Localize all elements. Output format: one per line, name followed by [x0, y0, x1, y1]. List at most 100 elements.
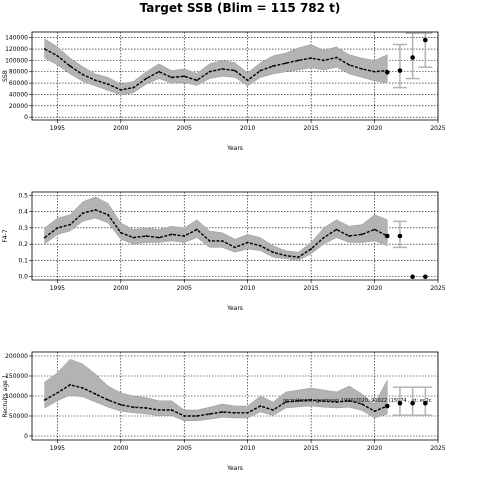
data-point — [132, 86, 135, 89]
data-point — [69, 223, 71, 226]
data-point — [43, 399, 46, 401]
data-point — [310, 399, 313, 401]
x-tick-label: 2010 — [240, 445, 255, 452]
data-point — [360, 68, 363, 70]
panel-f: 1995 2000 2005 2010 2015 2020 2025 0.0 0.1 0.2 0.3… — [2, 191, 446, 312]
data-point — [208, 70, 211, 73]
data-point — [107, 83, 110, 86]
annotation-text: recruitment: geomean 1990/2020, 90022 (1… — [283, 398, 432, 404]
data-point — [107, 213, 110, 216]
y-tick-label: 40000 — [9, 91, 28, 98]
data-point — [322, 59, 325, 62]
data-point — [119, 231, 122, 234]
x-tick-label: 2020 — [367, 125, 382, 132]
panel-recruits: recruitment: geomean 1990/2020, 90022 (1… — [2, 351, 446, 472]
x-tick-label: 2005 — [177, 445, 192, 452]
data-point — [157, 236, 160, 239]
y-tick-label: 200000 — [5, 353, 28, 360]
data-point — [132, 406, 135, 409]
x-tick-label: 2025 — [430, 125, 445, 132]
x-tick-label: 1995 — [50, 445, 65, 452]
data-point — [246, 411, 249, 414]
forecast-point — [384, 233, 390, 239]
y-tick-label: 0 — [24, 433, 28, 440]
data-point — [335, 401, 338, 403]
forecast-point — [397, 400, 403, 406]
data-point — [234, 246, 236, 249]
data-point — [284, 62, 287, 65]
y-tick-label: 60000 — [9, 80, 28, 87]
x-tick-label: 2010 — [240, 285, 255, 292]
data-point — [348, 399, 351, 402]
data-point — [322, 236, 325, 239]
forecast-point — [384, 70, 390, 75]
y-tick-label: 0.1 — [18, 257, 28, 264]
data-point — [81, 387, 84, 389]
data-point — [297, 256, 300, 259]
data-point — [69, 65, 71, 67]
data-point — [259, 244, 262, 247]
x-tick-label: 2000 — [113, 125, 128, 132]
data-point — [81, 73, 84, 76]
x-tick-label: 2020 — [367, 445, 382, 452]
x-tick-label: 2025 — [430, 285, 445, 292]
data-point — [272, 409, 274, 411]
forecast-point — [410, 274, 415, 280]
data-point — [310, 248, 313, 250]
data-point — [119, 403, 122, 406]
data-point — [259, 69, 262, 72]
y-tick-label: 50000 — [9, 413, 28, 420]
data-point — [272, 251, 274, 254]
x-tick-label: 1995 — [50, 125, 65, 132]
data-point — [56, 54, 59, 57]
data-point — [348, 235, 351, 237]
data-point — [373, 410, 376, 413]
confidence-band — [44, 196, 388, 261]
data-point — [322, 400, 325, 403]
data-point — [348, 64, 351, 66]
y-tick-label: 140000 — [5, 35, 28, 42]
data-point — [310, 57, 313, 60]
y-tick-label: 0.0 — [18, 274, 28, 281]
y-axis-label: F4-7 — [2, 229, 9, 242]
data-point — [234, 411, 236, 414]
forecast-point — [423, 274, 428, 280]
data-point — [335, 228, 338, 231]
y-tick-label: 0.5 — [18, 192, 28, 199]
data-point — [284, 254, 287, 257]
data-point — [107, 399, 110, 401]
forecast-point — [397, 233, 403, 239]
x-axis-label: Years — [226, 305, 243, 312]
forecast-point — [410, 55, 415, 60]
data-point — [221, 68, 224, 70]
plot-frame — [31, 31, 439, 121]
data-point — [132, 236, 135, 239]
data-point — [170, 233, 173, 236]
y-tick-label: 0.3 — [18, 225, 28, 232]
data-point — [297, 399, 300, 402]
series-line — [44, 384, 388, 417]
series-line — [44, 209, 388, 258]
data-point — [196, 415, 198, 417]
data-point — [297, 59, 300, 62]
x-tick-label: 2005 — [177, 125, 192, 132]
data-point — [56, 226, 59, 229]
y-tick-label: 0.4 — [18, 209, 28, 216]
y-tick-label: 100000 — [5, 393, 28, 400]
data-point — [94, 79, 97, 82]
data-point — [157, 409, 160, 411]
data-point — [373, 70, 376, 73]
data-point — [81, 212, 84, 215]
data-point — [183, 415, 186, 417]
data-point — [43, 48, 46, 50]
forecast-point — [410, 400, 415, 406]
data-point — [56, 391, 59, 394]
x-tick-label: 2015 — [303, 445, 318, 452]
x-tick-label: 1995 — [50, 285, 65, 292]
x-tick-label: 2020 — [367, 285, 382, 292]
data-point — [119, 89, 122, 91]
y-tick-label: 0.2 — [18, 241, 28, 248]
data-point — [208, 239, 211, 242]
y-axis-label: Recruits age 1 — [2, 374, 9, 417]
